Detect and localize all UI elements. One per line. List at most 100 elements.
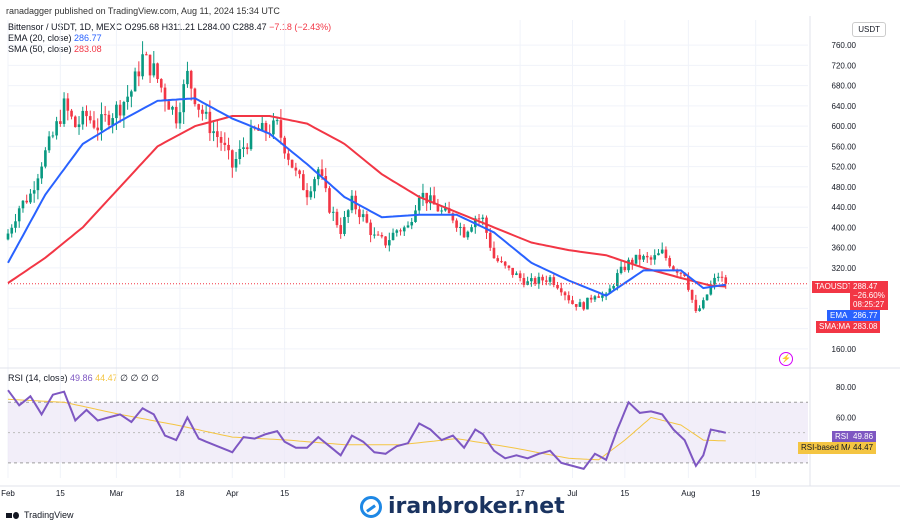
- candle-body: [425, 192, 428, 204]
- candle-body: [638, 254, 642, 260]
- ema-tag-label-text: EMA: [830, 311, 848, 320]
- candle-body: [604, 293, 608, 296]
- price-tag-symbol-text: TAOUSDT: [815, 282, 853, 291]
- rsima-tag-value: 44.47: [850, 442, 877, 454]
- candle-body: [111, 118, 114, 125]
- candle-body: [346, 210, 350, 217]
- high-label: H: [161, 22, 169, 32]
- candle-body: [634, 254, 638, 264]
- rsi-line: [7, 389, 727, 471]
- candle-body: [163, 87, 167, 102]
- candle-body: [601, 295, 604, 298]
- candle-body: [447, 208, 451, 214]
- time-tick-label: 15: [280, 489, 289, 498]
- tradingview-logo[interactable]: TradingView: [6, 510, 74, 520]
- candle-body: [361, 214, 365, 218]
- candle-body: [29, 193, 32, 203]
- candle-body: [279, 120, 283, 138]
- candle-body: [122, 102, 126, 116]
- price-tick-label: 720.00: [832, 61, 857, 70]
- rsima-legend-value: 44.47: [95, 373, 118, 383]
- candle-body: [55, 121, 58, 136]
- candle-body: [630, 259, 634, 264]
- candle-body: [103, 114, 107, 116]
- rsi-tag-label-text: RSI: [835, 432, 849, 441]
- candle-body: [130, 91, 133, 97]
- ema-tag-value: 286.77: [850, 310, 881, 322]
- candle-body: [302, 174, 305, 191]
- price-tick-label: 480.00: [832, 183, 857, 192]
- rsi-tick-label: 60.00: [836, 413, 857, 422]
- candle-body: [488, 232, 492, 248]
- price-tag-price: 288.47: [853, 282, 878, 291]
- rsi-tick-label: 80.00: [836, 383, 857, 392]
- candle-body: [216, 131, 219, 138]
- candle-body: [358, 209, 361, 218]
- rsi-legend[interactable]: RSI (14, close) 49.86 44.47 ∅ ∅ ∅ ∅: [8, 373, 159, 384]
- candle-body: [477, 218, 481, 220]
- time-tick-label: 15: [56, 489, 65, 498]
- candle-body: [245, 147, 249, 150]
- candle-body: [713, 277, 716, 285]
- candle-body: [287, 153, 290, 160]
- candle-body: [249, 127, 253, 150]
- candle-body: [571, 300, 574, 305]
- rsima-tag-label: RSI-based MA: [798, 442, 857, 454]
- rsi-legend-label: RSI (14, close): [8, 373, 68, 383]
- ema-legend[interactable]: EMA (20, close) 286.77: [8, 33, 102, 44]
- candle-body: [500, 261, 503, 263]
- candle-body: [25, 200, 28, 203]
- lightning-icon[interactable]: ⚡: [779, 352, 793, 366]
- candle-body: [298, 170, 301, 175]
- rsi-legend-value: 49.86: [70, 373, 93, 383]
- candle-body: [227, 144, 230, 151]
- candle-body: [679, 272, 683, 274]
- sma-legend[interactable]: SMA (50, close) 283.08: [8, 44, 102, 55]
- sma-tag-value: 283.08: [850, 321, 881, 333]
- rsima-tag-value-text: 44.47: [853, 443, 874, 452]
- candle-body: [589, 297, 593, 300]
- close-label: C: [232, 22, 240, 32]
- currency-button[interactable]: USDT: [852, 22, 886, 37]
- candle-body: [62, 98, 66, 124]
- sma-legend-label: SMA (50, close): [8, 44, 72, 54]
- candle-body: [440, 210, 443, 212]
- candle-body: [32, 190, 36, 194]
- low-label: L: [197, 22, 203, 32]
- candle-body: [156, 63, 159, 80]
- candle-body: [503, 261, 507, 266]
- candle-body: [339, 225, 343, 234]
- candle-body: [59, 121, 62, 124]
- candle-body: [702, 300, 705, 309]
- candle-body: [152, 63, 156, 76]
- candle-body: [21, 200, 25, 209]
- time-tick-label: 17: [516, 489, 525, 498]
- candle-body: [290, 159, 294, 168]
- candle-body: [694, 299, 698, 312]
- candle-body: [470, 227, 473, 232]
- candle-body: [313, 179, 316, 192]
- candle-body: [294, 167, 298, 171]
- candle-body: [81, 110, 85, 125]
- price-tick-label: 600.00: [832, 122, 857, 131]
- sma-tag-value-text: 283.08: [853, 322, 878, 331]
- candle-body: [563, 292, 567, 296]
- candle-body: [664, 249, 668, 259]
- candle-body: [552, 277, 556, 285]
- candle-body: [653, 255, 657, 260]
- candle-body: [118, 104, 122, 116]
- candle-body: [324, 176, 328, 189]
- ema-line: [7, 97, 726, 297]
- time-axis: Feb 15 Mar 18 Apr 15 17 Jul 15 Aug 19: [0, 367, 900, 498]
- candle-body: [272, 120, 275, 135]
- candle-body: [171, 106, 174, 110]
- candle-body: [432, 195, 436, 205]
- candle-body: [578, 302, 582, 307]
- time-tick-label: 19: [751, 489, 760, 498]
- candle-body: [444, 208, 447, 211]
- candle-body: [421, 192, 425, 198]
- candle-body: [145, 54, 148, 56]
- candle-body: [40, 166, 43, 179]
- candle-body: [159, 79, 163, 88]
